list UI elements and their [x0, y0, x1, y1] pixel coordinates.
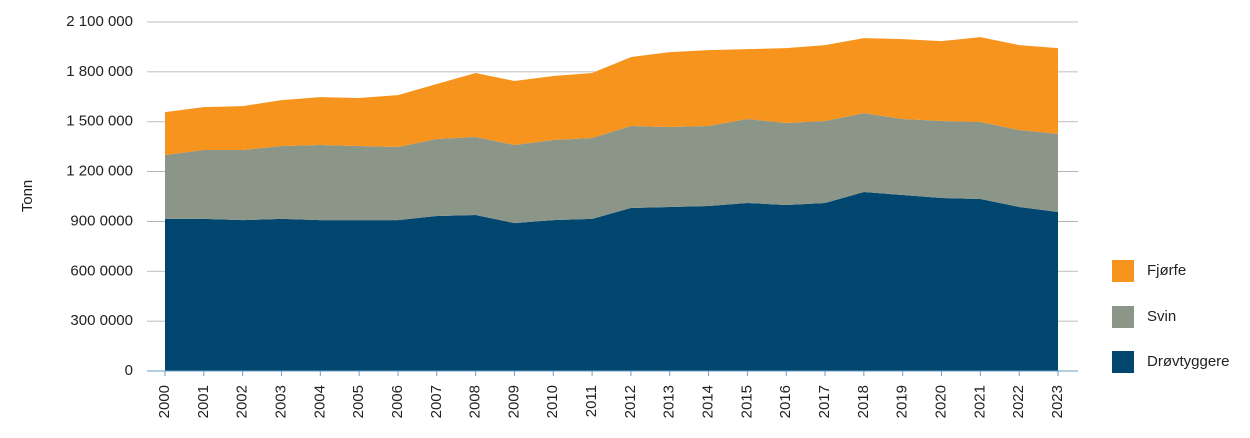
legend-swatch — [1112, 351, 1134, 373]
x-tick-label: 2021 — [971, 385, 988, 418]
y-tick-label: 1 800 000 — [66, 63, 133, 80]
x-tick-label: 2020 — [932, 385, 949, 418]
x-tick-label: 2013 — [661, 385, 678, 418]
y-tick-label: 1 500 000 — [66, 113, 133, 130]
y-axis-label: Tonn — [19, 180, 36, 213]
x-tick-label: 2001 — [195, 385, 212, 418]
x-tick-label: 2015 — [738, 385, 755, 418]
area — [165, 192, 1058, 371]
x-tick-label: 2004 — [311, 385, 328, 418]
x-tick-label: 2017 — [816, 385, 833, 418]
x-tick-label: 2002 — [234, 385, 251, 418]
x-tick-label: 2014 — [700, 385, 717, 418]
x-tick-label: 2000 — [156, 385, 173, 418]
x-tick-label: 2023 — [1049, 385, 1066, 418]
y-tick-label: 300 0000 — [70, 312, 133, 329]
area — [165, 113, 1058, 224]
x-tick-label: 2011 — [583, 385, 600, 417]
x-tick-label: 2003 — [272, 385, 289, 418]
legend-swatch — [1112, 260, 1134, 282]
x-tick-label: 2005 — [350, 385, 367, 418]
area — [165, 37, 1058, 155]
legend-label: Fjørfe — [1147, 262, 1186, 279]
x-tick-label: 2019 — [894, 385, 911, 418]
x-tick-label: 2012 — [622, 385, 639, 418]
legend-swatch — [1112, 306, 1134, 328]
x-tick-label: 2022 — [1010, 385, 1027, 418]
x-tick-label: 2008 — [467, 385, 484, 418]
y-tick-label: 900 0000 — [70, 212, 133, 229]
legend-label: Drøvtyggere — [1147, 353, 1230, 370]
x-tick-label: 2006 — [389, 385, 406, 418]
legend-label: Svin — [1147, 308, 1176, 325]
x-tick-label: 2010 — [544, 385, 561, 418]
y-tick-label: 1 200 000 — [66, 163, 133, 180]
y-tick-label: 2 100 000 — [66, 13, 133, 30]
x-tick-label: 2007 — [428, 385, 445, 418]
x-tick-label: 2018 — [855, 385, 872, 418]
x-tick-label: 2009 — [505, 385, 522, 418]
y-tick-label: 0 — [125, 362, 133, 379]
x-tick-label: 2016 — [777, 385, 794, 418]
y-tick-label: 600 0000 — [70, 262, 133, 279]
